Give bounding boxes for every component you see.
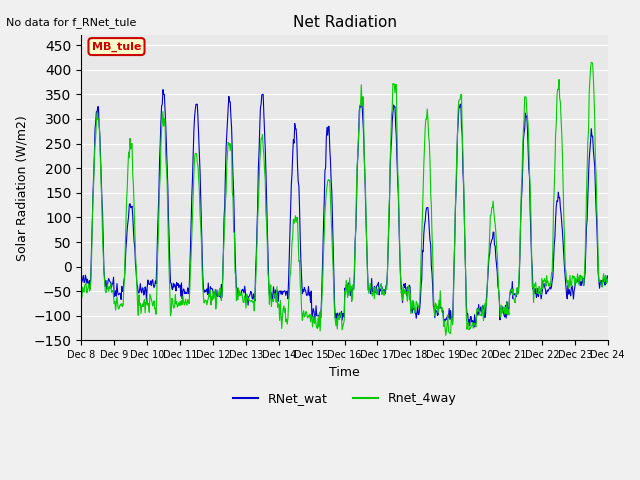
Line: RNet_wat: RNet_wat: [81, 90, 608, 327]
Text: MB_tule: MB_tule: [92, 41, 141, 52]
Line: Rnet_4way: Rnet_4way: [81, 62, 608, 336]
Rnet_4way: [604, 279, 612, 285]
Rnet_4way: [282, 319, 290, 324]
Rnet_4way: [588, 60, 595, 65]
RNet_wat: [263, 199, 271, 204]
RNet_wat: [604, 273, 612, 278]
RNet_wat: [159, 87, 167, 93]
RNet_wat: [77, 276, 85, 282]
RNet_wat: [429, 284, 436, 290]
Rnet_4way: [442, 333, 449, 338]
Legend: RNet_wat, Rnet_4way: RNet_wat, Rnet_4way: [228, 387, 461, 410]
RNet_wat: [283, 289, 291, 295]
Rnet_4way: [236, 288, 244, 294]
RNet_wat: [237, 292, 244, 298]
Rnet_4way: [140, 304, 147, 310]
Text: No data for f_RNet_tule: No data for f_RNet_tule: [6, 17, 137, 28]
Rnet_4way: [428, 232, 436, 238]
X-axis label: Time: Time: [329, 366, 360, 379]
RNet_wat: [399, 289, 407, 295]
Rnet_4way: [399, 297, 406, 303]
Y-axis label: Solar Radiation (W/m2): Solar Radiation (W/m2): [15, 115, 28, 261]
Rnet_4way: [77, 284, 85, 290]
RNet_wat: [140, 286, 147, 291]
Rnet_4way: [262, 210, 270, 216]
Title: Net Radiation: Net Radiation: [292, 15, 397, 30]
RNet_wat: [470, 324, 477, 330]
